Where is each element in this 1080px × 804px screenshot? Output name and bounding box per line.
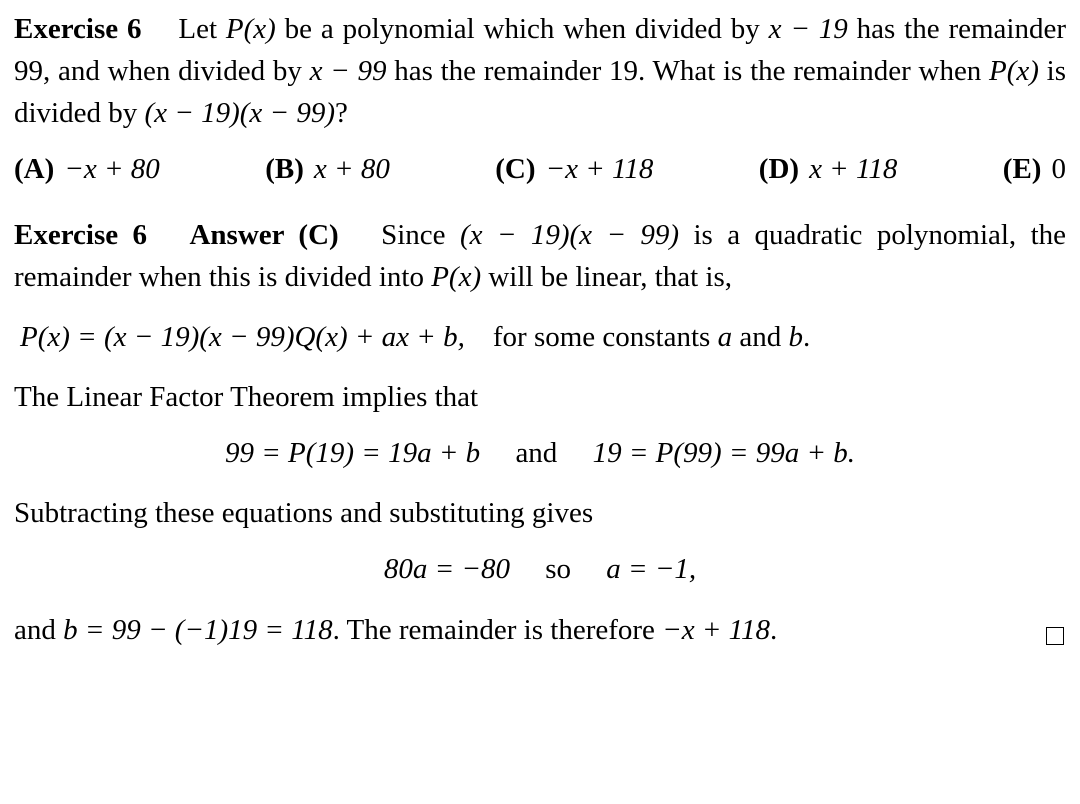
solution-exercise-label: Exercise 6 — [14, 219, 147, 251]
math-div2: x − 99 — [310, 55, 387, 87]
math-px: P(x) — [226, 13, 276, 45]
choice-b: (B) x + 80 — [265, 148, 390, 190]
text: will be linear, that is, — [481, 261, 732, 293]
eq2-left: 99 = P(19) = 19a + b — [225, 437, 480, 469]
math-px3: P(x) — [431, 261, 481, 293]
choice-b-label: (B) — [265, 153, 304, 185]
choice-d-label: (D) — [759, 153, 799, 185]
text: . — [803, 321, 810, 353]
math-product: (x − 19)(x − 99) — [145, 97, 336, 129]
choice-a-label: (A) — [14, 153, 54, 185]
choice-d-value: x + 118 — [809, 153, 897, 185]
math-a: a — [718, 321, 733, 353]
eq3-right: a = −1, — [606, 553, 696, 585]
eq1-trail: for some constants a and b. — [465, 316, 810, 358]
eq2-right: 19 = P(99) = 99a + b. — [593, 437, 856, 469]
text: Let — [178, 13, 226, 45]
choice-d: (D) x + 118 — [759, 148, 898, 190]
choice-e-label: (E) — [1003, 153, 1042, 185]
math-b-expr: b = 99 − (−1)19 = 118 — [63, 614, 332, 646]
math-div1: x − 19 — [769, 13, 848, 45]
choice-c-value: −x + 118 — [546, 153, 654, 185]
eq3-left: 80a = −80 — [384, 553, 510, 585]
choice-a-value: −x + 80 — [64, 153, 160, 185]
eq1-math: P(x) = (x − 19)(x − 99)Q(x) + ax + b, — [14, 316, 465, 358]
choice-c-label: (C) — [495, 153, 535, 185]
text: has the remainder 19. What — [386, 55, 715, 87]
text: and — [14, 614, 63, 646]
text: for some constants — [493, 321, 718, 353]
choice-a: (A) −x + 80 — [14, 148, 160, 190]
choices-row: (A) −x + 80 (B) x + 80 (C) −x + 118 (D) x + … — [14, 148, 1066, 190]
text: Since — [381, 219, 460, 251]
display-eq-3: 80a = −80 so a = −1, — [14, 548, 1066, 590]
math-px2: P(x) — [989, 55, 1039, 87]
choice-b-value: x + 80 — [314, 153, 390, 185]
text: and — [732, 321, 788, 353]
solution-line-lft: The Linear Factor Theorem implies that — [14, 376, 1066, 418]
solution-line-sub: Subtracting these equations and substitu… — [14, 492, 1066, 534]
solution-header: Exercise 6 Answer (C) Since (x − 19)(x −… — [14, 214, 1066, 298]
text: . — [770, 614, 777, 646]
text: The Linear Factor Theorem implies that — [14, 381, 478, 413]
eq3-so: so — [545, 553, 571, 585]
qed-icon — [1046, 627, 1064, 645]
text: is the remainder when — [723, 55, 989, 87]
qmark: ? — [335, 97, 348, 129]
display-eq-1: P(x) = (x − 19)(x − 99)Q(x) + ax + b, fo… — [14, 316, 1066, 358]
text: . The remainder is therefore — [333, 614, 663, 646]
math-answer: −x + 118 — [662, 614, 770, 646]
text: be a polynomial which when divided by — [276, 13, 769, 45]
problem-statement: Exercise 6 Let P(x) be a polynomial whic… — [14, 8, 1066, 134]
choice-e-value: 0 — [1051, 153, 1066, 185]
choice-c: (C) −x + 118 — [495, 148, 653, 190]
math-product2: (x − 19)(x − 99) — [460, 219, 679, 251]
choice-e: (E) 0 — [1003, 148, 1066, 190]
display-eq-2: 99 = P(19) = 19a + b and 19 = P(99) = 99… — [14, 432, 1066, 474]
text: has — [848, 13, 896, 45]
text: is a quadratic polynomial, — [679, 219, 1016, 251]
eq2-and: and — [515, 437, 557, 469]
solution-final-line: and b = 99 − (−1)19 = 118. The remainder… — [14, 609, 1066, 651]
text: Subtracting these equations and substitu… — [14, 497, 593, 529]
exercise-label: Exercise 6 — [14, 13, 142, 45]
answer-label: Answer (C) — [189, 219, 338, 251]
math-b: b — [788, 321, 803, 353]
